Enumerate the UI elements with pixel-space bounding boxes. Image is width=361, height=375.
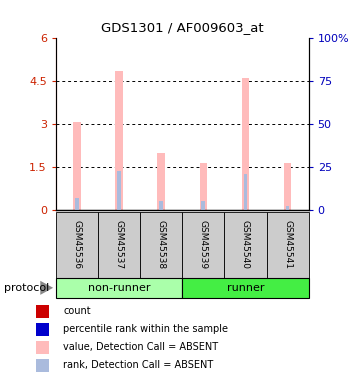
Bar bbox=[36, 322, 49, 336]
Title: GDS1301 / AF009603_at: GDS1301 / AF009603_at bbox=[101, 21, 264, 33]
Text: protocol: protocol bbox=[4, 283, 49, 293]
Bar bbox=[117, 171, 121, 210]
Bar bbox=[200, 163, 207, 210]
Bar bbox=[56, 278, 182, 298]
Text: value, Detection Call = ABSENT: value, Detection Call = ABSENT bbox=[63, 342, 218, 352]
Bar bbox=[284, 163, 291, 210]
Text: GSM45536: GSM45536 bbox=[73, 220, 82, 269]
Bar bbox=[73, 122, 81, 210]
Text: count: count bbox=[63, 306, 91, 316]
Polygon shape bbox=[40, 281, 53, 295]
Bar bbox=[75, 198, 79, 210]
Bar bbox=[140, 212, 182, 278]
Text: GSM45539: GSM45539 bbox=[199, 220, 208, 269]
Bar bbox=[286, 206, 290, 210]
Bar bbox=[56, 212, 98, 278]
Bar bbox=[244, 174, 247, 210]
Bar bbox=[159, 201, 163, 210]
Bar bbox=[36, 340, 49, 354]
Bar bbox=[182, 278, 309, 298]
Text: GSM45540: GSM45540 bbox=[241, 220, 250, 269]
Bar bbox=[98, 212, 140, 278]
Bar bbox=[182, 212, 225, 278]
Bar bbox=[36, 304, 49, 318]
Text: percentile rank within the sample: percentile rank within the sample bbox=[63, 324, 228, 334]
Bar bbox=[201, 201, 205, 210]
Text: GSM45537: GSM45537 bbox=[115, 220, 123, 269]
Bar bbox=[266, 212, 309, 278]
Text: rank, Detection Call = ABSENT: rank, Detection Call = ABSENT bbox=[63, 360, 213, 370]
Text: runner: runner bbox=[227, 283, 264, 293]
Bar bbox=[36, 358, 49, 372]
Bar bbox=[225, 212, 266, 278]
Bar bbox=[115, 70, 123, 210]
Bar bbox=[242, 78, 249, 210]
Text: GSM45541: GSM45541 bbox=[283, 220, 292, 269]
Text: non-runner: non-runner bbox=[88, 283, 151, 293]
Text: GSM45538: GSM45538 bbox=[157, 220, 166, 269]
Bar bbox=[157, 153, 165, 210]
